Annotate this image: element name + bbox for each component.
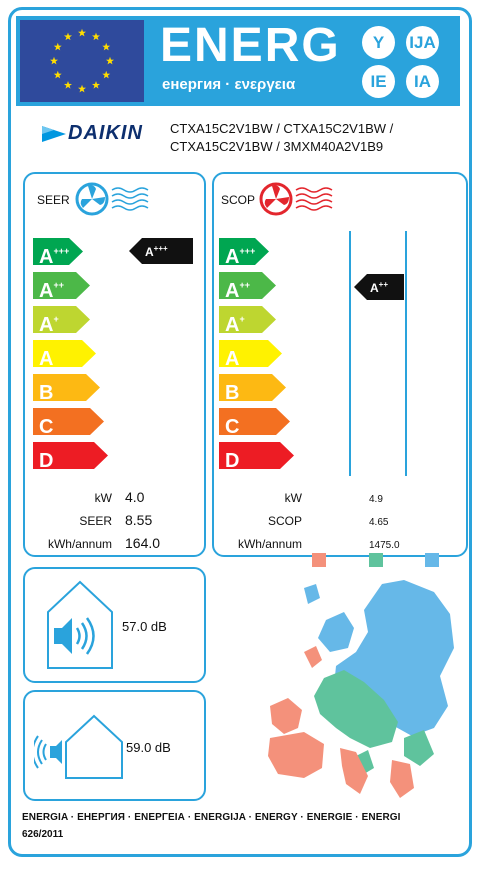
cooling-class-arrow: B	[33, 374, 100, 401]
heating-class-arrow: A	[219, 340, 282, 367]
heating-class-sup: ++	[239, 280, 250, 290]
energy-title: ENERG енергия · ενεργεια Y IJA IE IA	[154, 19, 456, 102]
cooling-class-letter: A	[39, 314, 54, 336]
eu-star-icon	[53, 70, 62, 79]
eu-star-icon	[102, 70, 111, 79]
eu-star-icon	[50, 56, 58, 65]
eu-star-icon	[106, 56, 114, 65]
cooling-class-sup: +	[53, 314, 59, 324]
eu-star-icon	[102, 42, 111, 51]
outdoor-noise-value: 59.0 dB	[126, 740, 171, 755]
eu-star-icon	[64, 32, 72, 41]
outdoor-unit-noise-icon	[34, 714, 123, 779]
model-line-2: CTXA15C2V1BW / 3MXM40A2V1B9	[170, 139, 384, 154]
zone-cold-square	[425, 553, 439, 567]
indoor-noise-value: 57.0 dB	[122, 619, 167, 634]
heating-class-arrow: C	[219, 408, 290, 435]
zone-warm-square	[312, 553, 326, 567]
cooling-class-arrow: A	[33, 340, 96, 367]
cooling-row-value: 4.0	[125, 489, 145, 505]
cooling-fan-icon	[75, 182, 149, 216]
cooling-rating-marker: A+++	[129, 238, 193, 264]
heating-class-arrow: A+	[219, 306, 276, 333]
label-header: ENERG енергия · ενεργεια Y IJA IE IA	[16, 16, 460, 106]
heating-row-value: 4.9	[369, 494, 383, 505]
heating-row-label: SCOP	[267, 514, 302, 528]
heating-class-sup: +++	[239, 246, 256, 256]
indoor-noise-panel	[23, 567, 206, 683]
eu-flag	[20, 20, 144, 102]
cooling-class-sup: ++	[53, 280, 64, 290]
cooling-class-letter: D	[39, 450, 54, 472]
footer-regulation: 626/2011	[22, 829, 64, 840]
eu-star-icon	[53, 42, 62, 51]
daikin-triangle-icon	[42, 126, 66, 142]
heating-row-label: kW	[284, 491, 302, 505]
lang-badge-y: Y	[362, 26, 395, 59]
cooling-class-letter: A	[39, 348, 54, 370]
heating-rating-letter: A	[370, 281, 379, 295]
heating-row-label: kWh/annum	[237, 537, 302, 551]
cooling-row-value: 164.0	[125, 535, 161, 551]
cooling-class-sup: +++	[53, 246, 70, 256]
cooling-row-label: SEER	[79, 514, 112, 528]
lang-badge-ia: IA	[406, 65, 439, 98]
heating-row-value: 1475.0	[369, 540, 400, 551]
zone-average-square	[369, 553, 383, 567]
heating-class-arrow: D	[219, 442, 294, 469]
cooling-row-value: 8.55	[125, 512, 153, 528]
footer-languages: ENERGIA · ЕНЕРГИЯ · ΕΝΕΡΓΕΙΑ · ENERGIJA …	[22, 812, 401, 823]
daikin-logo: DAIKIN	[40, 122, 170, 146]
model-line-1: CTXA15C2V1BW / CTXA15C2V1BW /	[170, 121, 394, 136]
eu-star-icon	[92, 81, 100, 89]
heating-class-letter: A	[225, 246, 240, 268]
energ-subtitle: енергия · ενεργεια	[162, 76, 296, 93]
heating-class-letter: D	[225, 450, 240, 472]
cooling-title: SEER	[37, 193, 70, 207]
eu-star-icon	[78, 84, 86, 93]
cooling-class-arrow: A++	[33, 272, 90, 299]
lang-badge-ija: IJA	[406, 26, 439, 59]
cooling-class-letter: A	[39, 246, 54, 268]
heating-row-value: 4.65	[369, 517, 389, 528]
zone-divider-1	[349, 231, 351, 476]
energ-word: ENERG	[160, 19, 341, 72]
eu-star-icon	[78, 28, 86, 37]
eu-stars-icon	[50, 28, 114, 93]
heating-class-letter: A	[225, 280, 240, 302]
heating-rating-sup: ++	[378, 280, 389, 289]
cooling-class-letter: B	[39, 382, 54, 404]
brand-row: DAIKIN CTXA15C2V1BW / CTXA15C2V1BW / CTX…	[16, 108, 460, 164]
cooling-class-arrow: D	[33, 442, 108, 469]
europe-climate-map	[268, 580, 454, 798]
daikin-wordmark: DAIKIN	[68, 122, 143, 144]
lang-badge-ie: IE	[362, 65, 395, 98]
warm-zone-map	[268, 646, 414, 798]
zone-divider-2	[405, 231, 407, 476]
cooling-class-arrow: C	[33, 408, 104, 435]
heating-class-sup: +	[239, 314, 245, 324]
cooling-rating-letter: A	[145, 245, 154, 259]
cooling-class-letter: A	[39, 280, 54, 302]
heating-class-letter: B	[225, 382, 240, 404]
outdoor-noise-panel	[23, 690, 206, 801]
heating-panel	[212, 172, 468, 557]
heating-class-letter: C	[225, 416, 240, 438]
eu-star-icon	[64, 81, 72, 89]
heating-class-arrow: B	[219, 374, 286, 401]
heating-class-arrow: A++	[219, 272, 276, 299]
average-zone-map	[314, 670, 434, 774]
heating-class-letter: A	[225, 348, 240, 370]
indoor-unit-noise-icon	[47, 580, 113, 669]
eu-star-icon	[92, 32, 100, 41]
heating-fan-icon	[259, 182, 333, 216]
cooling-panel	[23, 172, 206, 557]
cooling-row-label: kWh/annum	[47, 537, 112, 551]
cooling-class-arrow: A+	[33, 306, 90, 333]
cooling-row-label: kW	[94, 491, 112, 505]
heating-title: SCOP	[221, 193, 256, 207]
cooling-rating-sup: +++	[153, 244, 168, 253]
heating-class-letter: A	[225, 314, 240, 336]
cooling-class-letter: C	[39, 416, 54, 438]
